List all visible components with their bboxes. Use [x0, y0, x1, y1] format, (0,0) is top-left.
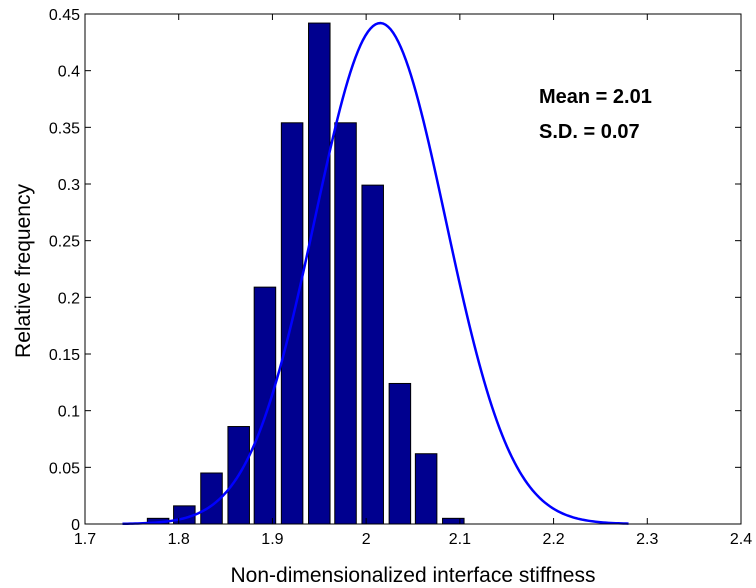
x-tick-label: 2.2 — [542, 531, 564, 548]
x-tick-label: 2.4 — [730, 531, 752, 548]
y-tick-label: 0.05 — [49, 460, 80, 477]
x-tick-label: 2.3 — [636, 531, 658, 548]
y-tick-label: 0.35 — [49, 120, 80, 137]
mean-annotation: Mean = 2.01 — [539, 86, 652, 108]
y-tick-label: 0.2 — [58, 290, 80, 307]
x-axis-label: Non-dimensionalized interface stiffness — [231, 564, 596, 587]
histogram-bar — [389, 383, 411, 524]
y-tick-label: 0.4 — [58, 64, 80, 81]
histogram-bar — [362, 185, 384, 524]
x-tick-label: 2 — [362, 531, 371, 548]
x-tick-label: 2.1 — [449, 531, 471, 548]
histogram-bar — [443, 518, 465, 524]
histogram-bar — [309, 23, 331, 524]
y-tick-label: 0.1 — [58, 404, 80, 421]
histogram-bar — [254, 287, 276, 524]
histogram-bar — [415, 454, 437, 524]
y-tick-label: 0.3 — [58, 177, 80, 194]
y-tick-label: 0.25 — [49, 234, 80, 251]
y-axis-label: Relative frequency — [12, 184, 35, 358]
x-tick-label: 1.9 — [261, 531, 283, 548]
y-tick-label: 0 — [71, 517, 80, 534]
sd-annotation: S.D. = 0.07 — [539, 121, 640, 143]
x-tick-label: 1.8 — [168, 531, 190, 548]
histogram-bar — [335, 123, 357, 524]
y-tick-label: 0.45 — [49, 7, 80, 24]
y-tick-label: 0.15 — [49, 347, 80, 364]
